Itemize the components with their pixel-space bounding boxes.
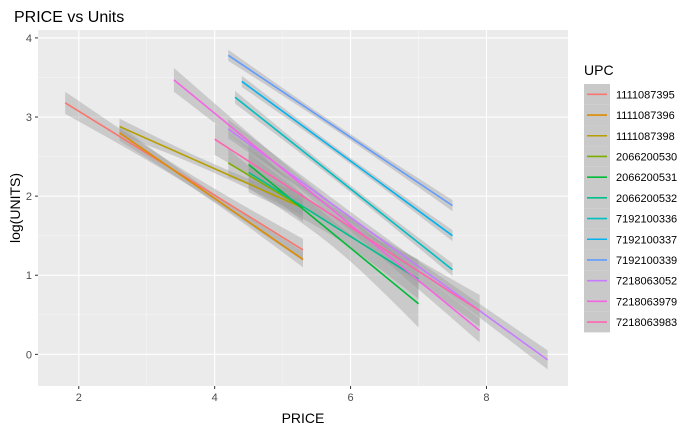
legend: 1111087395 1111087396 1111087398 2066200530… bbox=[584, 84, 677, 333]
line-7218063983 bbox=[214, 138, 481, 312]
x-axis-ticks: 2 4 6 8 bbox=[76, 386, 490, 404]
x-tick-label: 4 bbox=[212, 392, 218, 404]
y-axis-ticks: 0 1 2 3 4 bbox=[26, 33, 38, 361]
line-7192100336 bbox=[234, 96, 453, 271]
legend-label-1111087398: 1111087398 bbox=[616, 131, 675, 143]
legend-title: UPC bbox=[584, 62, 614, 78]
y-tick-label: 2 bbox=[26, 191, 32, 203]
legend-label-7218063979: 7218063979 bbox=[616, 296, 677, 308]
line-2066200532 bbox=[248, 171, 419, 280]
legend-label-1111087396: 1111087396 bbox=[616, 110, 675, 122]
legend-label-7192100336: 7192100336 bbox=[616, 214, 677, 226]
legend-label-7192100339: 7192100339 bbox=[616, 255, 677, 267]
series-lines bbox=[64, 54, 549, 361]
legend-label-2066200532: 2066200532 bbox=[616, 193, 677, 205]
x-tick-label: 6 bbox=[348, 392, 354, 404]
legend-label-7192100337: 7192100337 bbox=[616, 234, 677, 246]
y-tick-label: 4 bbox=[26, 33, 32, 45]
line-1111087398 bbox=[119, 125, 304, 209]
y-tick-label: 1 bbox=[26, 270, 32, 282]
x-tick-label: 2 bbox=[76, 392, 82, 404]
x-axis-title: PRICE bbox=[282, 410, 325, 426]
legend-label-2066200530: 2066200530 bbox=[616, 151, 677, 163]
legend-label-2066200531: 2066200531 bbox=[616, 172, 677, 184]
line-7218063979 bbox=[173, 79, 481, 332]
line-1111087396 bbox=[119, 132, 304, 261]
grid-minor bbox=[38, 30, 568, 386]
x-tick-label: 8 bbox=[483, 392, 489, 404]
chart-title: PRICE vs Units bbox=[14, 9, 124, 26]
y-tick-label: 3 bbox=[26, 112, 32, 124]
line-7192100339 bbox=[227, 54, 453, 207]
line-2066200530 bbox=[227, 162, 304, 209]
y-tick-label: 0 bbox=[26, 349, 32, 361]
y-axis-title: log(UNITS) bbox=[7, 173, 23, 243]
line-1111087395 bbox=[64, 102, 304, 251]
line-2066200531 bbox=[248, 163, 420, 305]
legend-label-7218063052: 7218063052 bbox=[616, 276, 677, 288]
legend-label-1111087395: 1111087395 bbox=[616, 89, 675, 101]
line-7192100337 bbox=[241, 80, 453, 237]
legend-label-7218063983: 7218063983 bbox=[616, 317, 677, 329]
